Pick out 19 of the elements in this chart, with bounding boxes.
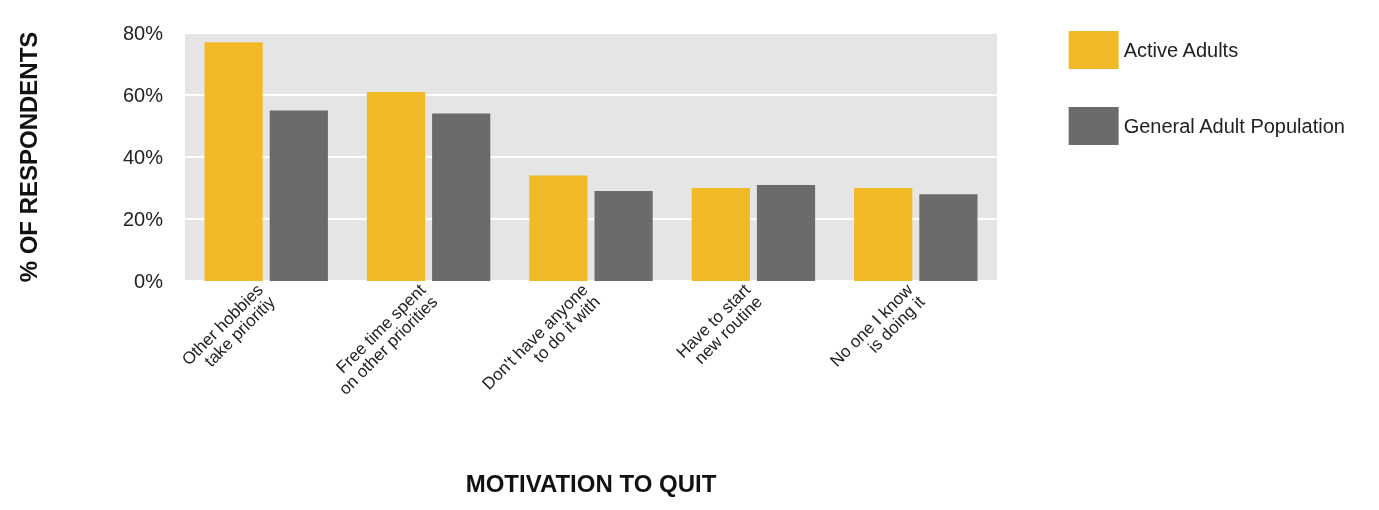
bar xyxy=(594,191,653,281)
bar xyxy=(432,113,491,281)
bar xyxy=(854,188,913,281)
bar xyxy=(204,42,263,281)
y-axis-title: % OF RESPONDENTS xyxy=(14,31,42,283)
legend-label: General Adult Population xyxy=(1123,115,1345,137)
bar xyxy=(691,188,750,281)
y-tick-label: 0% xyxy=(134,270,164,292)
bar xyxy=(366,91,426,281)
y-tick-label: 60% xyxy=(122,84,164,106)
y-tick-label: 40% xyxy=(122,146,164,168)
bar xyxy=(269,110,328,281)
y-tick-label: 80% xyxy=(122,22,164,44)
legend-label: Active Adults xyxy=(1123,39,1239,61)
bar xyxy=(756,184,816,281)
y-tick-label: 20% xyxy=(122,208,164,230)
bar xyxy=(529,175,588,281)
x-axis-title: MOTIVATION TO QUIT xyxy=(465,469,717,497)
bar xyxy=(919,194,978,281)
